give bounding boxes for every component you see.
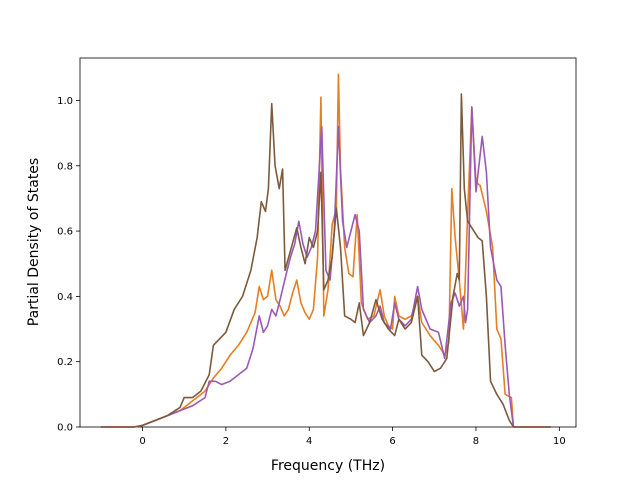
x-tick-label: 2 (223, 436, 229, 447)
y-tick-label: 0.4 (57, 292, 73, 303)
y-tick-label: 0.6 (57, 227, 73, 238)
series-line-1 (100, 73, 551, 428)
x-tick-label: 0 (139, 436, 145, 447)
y-tick-label: 0.0 (57, 423, 73, 434)
axes-frame (79, 57, 577, 428)
y-tick-label: 0.2 (57, 357, 73, 368)
y-tick-label: 1.0 (57, 96, 73, 107)
y-axis-ticks: 0.0 0.2 0.4 0.6 0.8 1.0 (57, 96, 80, 434)
plot-area (79, 57, 577, 428)
y-tick-label: 0.8 (57, 161, 73, 172)
x-axis-ticks: 0 2 4 6 8 10 (139, 427, 566, 447)
x-tick-label: 6 (389, 436, 395, 447)
x-axis-label: Frequency (THz) (271, 458, 385, 474)
x-tick-label: 4 (306, 436, 312, 447)
x-tick-label: 8 (473, 436, 479, 447)
series-lines (100, 73, 551, 428)
x-tick-label: 10 (553, 436, 566, 447)
series-line-3 (100, 93, 551, 428)
y-axis-label: Partial Density of States (26, 158, 42, 326)
series-line-2 (100, 106, 551, 428)
